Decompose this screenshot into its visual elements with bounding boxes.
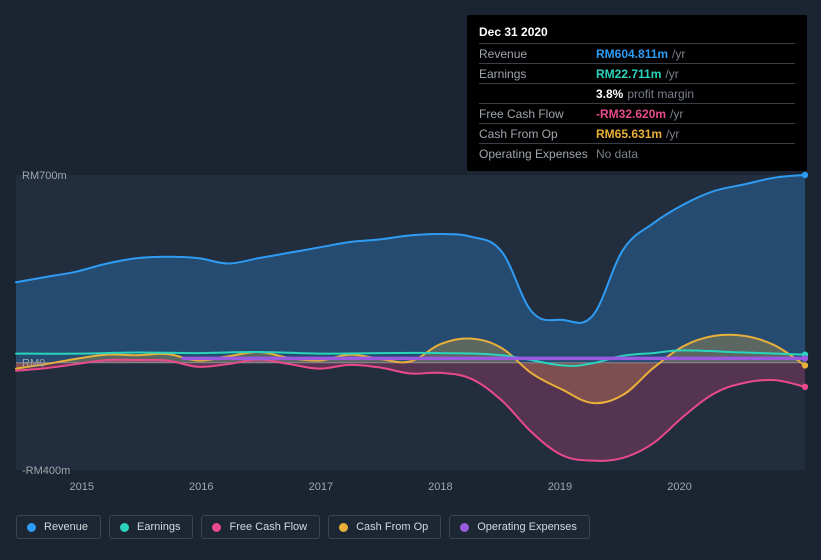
end-marker-revenue	[802, 172, 808, 178]
tooltip-suffix: /yr	[672, 47, 685, 61]
tooltip-row: RevenueRM604.811m/yr	[479, 43, 795, 63]
tooltip-row: Cash From OpRM65.631m/yr	[479, 123, 795, 143]
tooltip-suffix: /yr	[665, 67, 678, 81]
tooltip-row: 3.8% profit margin	[479, 83, 795, 103]
legend-label: Revenue	[44, 521, 88, 533]
x-tick-label: 2017	[309, 481, 333, 493]
x-tick-label: 2015	[70, 481, 94, 493]
y-tick-label: RM700m	[22, 170, 67, 182]
revenue-swatch-icon	[27, 523, 36, 532]
tooltip-value: RM65.631m	[596, 127, 662, 141]
end-marker-cash_from_op	[802, 362, 808, 368]
tooltip-date: Dec 31 2020	[479, 25, 795, 39]
tooltip-label: Cash From Op	[479, 127, 596, 141]
legend-label: Earnings	[137, 521, 180, 533]
tooltip-subtext: profit margin	[627, 87, 694, 101]
cfo-swatch-icon	[339, 523, 348, 532]
legend-item-revenue[interactable]: Revenue	[16, 515, 101, 539]
chart-legend: Revenue Earnings Free Cash Flow Cash From O…	[16, 515, 590, 539]
y-tick-label: RM0	[22, 358, 45, 370]
legend-item-cfo[interactable]: Cash From Op	[328, 515, 441, 539]
legend-item-earnings[interactable]: Earnings	[109, 515, 193, 539]
y-tick-label: -RM400m	[22, 465, 70, 477]
tooltip-row: EarningsRM22.711m/yr	[479, 63, 795, 83]
tooltip-label: Free Cash Flow	[479, 107, 596, 121]
financials-chart: RM700m RM0 -RM400m2015 2016 2017 2018 2019 2020	[0, 155, 821, 515]
opex-swatch-icon	[460, 523, 469, 532]
legend-label: Operating Expenses	[477, 521, 577, 533]
legend-label: Free Cash Flow	[229, 521, 307, 533]
tooltip-value: -RM32.620m	[596, 107, 666, 121]
tooltip-value: RM604.811m	[596, 47, 668, 61]
legend-item-fcf[interactable]: Free Cash Flow	[201, 515, 320, 539]
legend-label: Cash From Op	[356, 521, 428, 533]
tooltip-value: 3.8%	[596, 87, 623, 101]
tooltip-row: Free Cash Flow-RM32.620m/yr	[479, 103, 795, 123]
legend-item-opex[interactable]: Operating Expenses	[449, 515, 590, 539]
end-marker-fcf	[802, 384, 808, 390]
x-tick-label: 2018	[428, 481, 452, 493]
tooltip-value: RM22.711m	[596, 67, 661, 81]
chart-svg: RM700m RM0 -RM400m2015 2016 2017 2018 2019 2020	[0, 155, 821, 515]
tooltip-label: Revenue	[479, 47, 596, 61]
chart-tooltip: Dec 31 2020 RevenueRM604.811m/yrEarnings…	[467, 15, 807, 171]
tooltip-suffix: /yr	[670, 107, 683, 121]
tooltip-label: Earnings	[479, 67, 596, 81]
end-marker-opex	[802, 355, 808, 361]
x-tick-label: 2019	[548, 481, 572, 493]
earnings-swatch-icon	[120, 523, 129, 532]
tooltip-suffix: /yr	[666, 127, 679, 141]
fcf-swatch-icon	[212, 523, 221, 532]
x-tick-label: 2016	[189, 481, 213, 493]
x-tick-label: 2020	[667, 481, 691, 493]
